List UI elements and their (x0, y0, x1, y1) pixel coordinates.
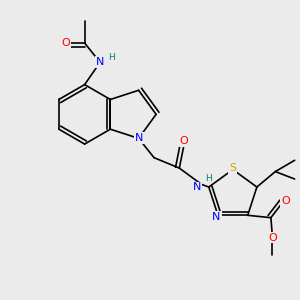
Text: N: N (96, 57, 104, 67)
Text: N: N (212, 212, 221, 222)
Text: O: O (179, 136, 188, 146)
Text: O: O (61, 38, 70, 48)
Text: O: O (268, 232, 277, 243)
Text: O: O (281, 196, 290, 206)
Text: N: N (134, 134, 143, 143)
Text: H: H (108, 53, 115, 62)
Text: H: H (205, 174, 211, 183)
Text: S: S (229, 163, 236, 173)
Text: N: N (193, 182, 201, 192)
